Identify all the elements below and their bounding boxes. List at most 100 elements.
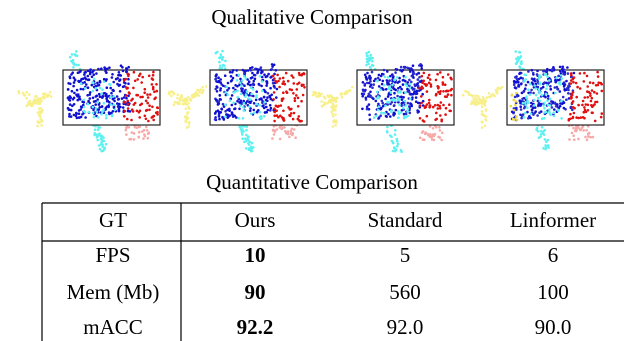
point: [385, 88, 388, 91]
point: [89, 68, 92, 71]
point: [131, 131, 134, 134]
point: [247, 142, 250, 145]
point: [253, 112, 256, 115]
point: [152, 86, 155, 89]
point: [96, 139, 99, 142]
point: [565, 98, 568, 101]
point: [428, 74, 431, 77]
point: [398, 104, 401, 107]
point: [589, 92, 592, 95]
point: [364, 83, 367, 86]
point: [81, 106, 84, 109]
point: [483, 100, 486, 103]
point: [185, 107, 188, 110]
point: [333, 106, 336, 109]
point: [514, 76, 517, 79]
point: [430, 136, 433, 139]
point: [539, 100, 542, 103]
point: [157, 107, 160, 110]
point: [532, 72, 535, 75]
point: [118, 110, 121, 113]
point: [543, 102, 546, 105]
point: [416, 92, 419, 95]
point: [124, 82, 127, 85]
point: [29, 100, 32, 103]
point: [418, 72, 421, 75]
point: [533, 78, 536, 81]
point: [526, 97, 529, 100]
point: [155, 111, 158, 114]
point: [419, 105, 422, 108]
point: [140, 81, 143, 84]
point: [545, 87, 548, 90]
point: [239, 104, 242, 107]
point: [228, 87, 231, 90]
point: [428, 99, 431, 102]
point: [547, 95, 550, 98]
point: [270, 98, 273, 101]
point: [152, 71, 155, 74]
point: [363, 93, 366, 96]
point: [381, 100, 384, 103]
point: [226, 93, 229, 96]
point: [404, 83, 407, 86]
point: [94, 103, 97, 106]
point: [72, 85, 75, 88]
point: [529, 93, 532, 96]
point: [184, 119, 187, 122]
point: [83, 101, 86, 104]
point: [481, 106, 484, 109]
point: [247, 69, 250, 72]
point: [553, 111, 556, 114]
point: [224, 116, 227, 119]
point: [108, 83, 111, 86]
point: [520, 82, 523, 85]
point: [539, 75, 542, 78]
point: [400, 66, 403, 69]
point: [95, 107, 98, 110]
point: [103, 80, 106, 83]
point: [445, 107, 448, 110]
point: [28, 93, 31, 96]
point: [230, 80, 233, 83]
point: [544, 138, 547, 141]
point: [400, 88, 403, 91]
point: [127, 78, 130, 81]
point: [587, 135, 590, 138]
point: [248, 80, 251, 83]
point: [96, 110, 99, 113]
point: [567, 89, 570, 92]
point: [533, 99, 536, 102]
point: [575, 96, 578, 99]
point: [426, 90, 429, 93]
point: [572, 127, 575, 130]
point: [339, 93, 342, 96]
point: [127, 66, 130, 69]
point: [255, 90, 258, 93]
point: [244, 96, 247, 99]
point: [272, 98, 275, 101]
point: [393, 79, 396, 82]
point: [390, 136, 393, 139]
point: [596, 92, 599, 95]
point: [49, 91, 52, 94]
point: [369, 118, 372, 121]
point: [256, 68, 259, 71]
point: [378, 105, 381, 108]
point: [292, 76, 295, 79]
point: [447, 73, 450, 76]
point: [579, 129, 582, 132]
point: [279, 77, 282, 80]
point: [568, 85, 571, 88]
point: [259, 118, 262, 121]
point: [432, 127, 435, 130]
point: [106, 86, 109, 89]
point: [393, 104, 396, 107]
point: [98, 84, 101, 87]
point: [101, 105, 104, 108]
point: [93, 78, 96, 81]
point: [222, 85, 225, 88]
point: [519, 105, 522, 108]
cell: 100: [537, 280, 569, 304]
point: [238, 126, 241, 129]
